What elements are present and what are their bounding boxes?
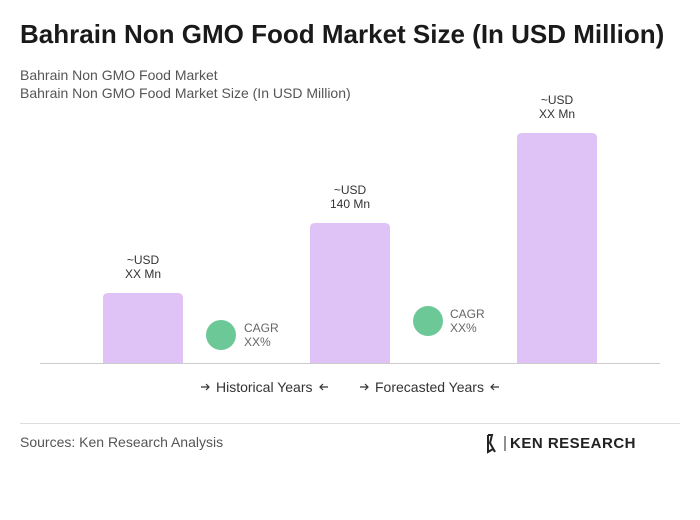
legend-arrows [201, 383, 499, 391]
subtitle: Bahrain Non GMO Food Market Size (In USD… [20, 85, 351, 101]
subtitle: Bahrain Non GMO Food Market [20, 67, 218, 83]
legend-entry: Forecasted Years [375, 379, 484, 395]
cagr-icon [206, 320, 236, 350]
value-label: ~USD XX Mn [124, 253, 161, 281]
title: Bahrain Non GMO Food Market Size (In USD… [20, 19, 665, 49]
value-label: ~USD XX Mn [538, 93, 575, 121]
cagr-icon [413, 306, 443, 336]
logo-mark [487, 434, 506, 454]
bar [310, 223, 390, 363]
brand: KEN RESEARCH [510, 435, 637, 452]
legend-entry: Historical Years [216, 379, 313, 395]
cagr-label: CAGR XX% [450, 307, 485, 335]
value-label: ~USD 140 Mn [329, 183, 371, 211]
bar [103, 293, 183, 363]
cagr-label: CAGR XX% [244, 321, 279, 349]
source: Sources: Ken Research Analysis [20, 434, 224, 450]
bar [517, 133, 597, 363]
